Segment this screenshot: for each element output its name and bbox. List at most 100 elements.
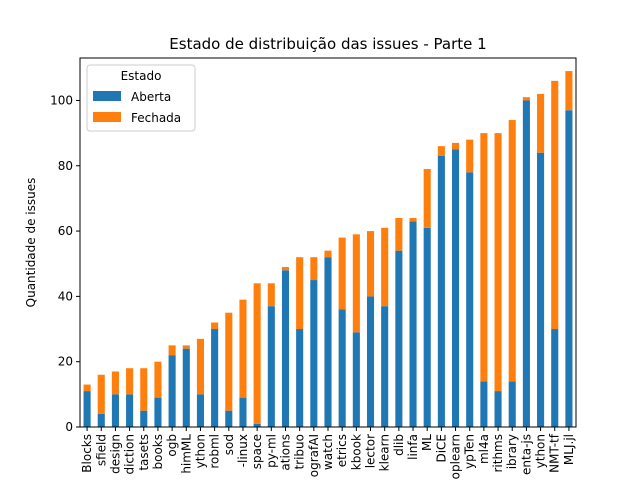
bar-fechada-6 bbox=[168, 345, 176, 356]
y-axis: 0 20 40 60 80 100 bbox=[50, 93, 80, 434]
bar-fechada-11 bbox=[239, 299, 247, 398]
bar-fechada-15 bbox=[296, 257, 304, 330]
plot-frame bbox=[79, 57, 577, 428]
x-tick-label: MLJ.jl bbox=[562, 434, 576, 465]
bar-aberta-29 bbox=[494, 391, 502, 427]
x-tick-label: tribuo bbox=[293, 434, 307, 470]
bar-aberta-6 bbox=[168, 355, 176, 427]
bar-aberta-34 bbox=[565, 110, 573, 427]
x-tick-label: watch bbox=[321, 434, 335, 470]
bar-fechada-14 bbox=[281, 266, 290, 271]
y-tick-label: 60 bbox=[58, 224, 73, 238]
bar-aberta-32 bbox=[537, 152, 545, 428]
bar-aberta-20 bbox=[366, 296, 375, 427]
x-tick-label: books bbox=[151, 434, 165, 470]
bar-fechada-29 bbox=[494, 133, 502, 392]
bar-fechada-17 bbox=[324, 250, 332, 258]
bar-aberta-27 bbox=[466, 172, 474, 427]
y-tick-label: 0 bbox=[65, 420, 73, 434]
x-tick-label: py-ml bbox=[264, 434, 278, 468]
x-tick-label: ython bbox=[193, 434, 207, 468]
x-tick-label: design bbox=[108, 434, 122, 474]
bar-aberta-31 bbox=[522, 100, 530, 427]
x-tick-label: oplearn bbox=[449, 434, 463, 479]
x-tick-label: klearn bbox=[378, 434, 392, 471]
bar-fechada-32 bbox=[537, 93, 545, 153]
bar-aberta-19 bbox=[352, 332, 360, 427]
bar-fechada-22 bbox=[395, 218, 403, 251]
bar-aberta-25 bbox=[437, 155, 445, 427]
x-tick-label: himML bbox=[179, 434, 193, 474]
bar-fechada-4 bbox=[140, 368, 148, 411]
bar-aberta-28 bbox=[480, 381, 488, 427]
bar-fechada-16 bbox=[310, 257, 318, 281]
x-tick-label: kbook bbox=[349, 434, 363, 470]
bar-fechada-27 bbox=[466, 139, 474, 173]
bar-fechada-23 bbox=[409, 218, 417, 222]
x-tick-label: enta-js bbox=[519, 434, 533, 475]
bar-fechada-33 bbox=[551, 80, 559, 330]
bar-fechada-34 bbox=[565, 71, 573, 111]
bar-aberta-30 bbox=[508, 381, 516, 427]
y-axis-label: Quantidade de issues bbox=[24, 178, 38, 308]
bar-fechada-2 bbox=[111, 371, 119, 395]
bar-fechada-20 bbox=[366, 231, 375, 297]
x-axis: Blocks sfield design diction tasets books ogb h… bbox=[80, 427, 576, 479]
bar-fechada-7 bbox=[182, 345, 190, 349]
x-tick-label: Blocks bbox=[80, 434, 94, 473]
x-tick-label: rithms bbox=[491, 434, 505, 473]
bar-aberta-21 bbox=[381, 306, 389, 427]
x-tick-label: tasets bbox=[137, 434, 151, 471]
bar-aberta-7 bbox=[182, 348, 190, 427]
bar-fechada-1 bbox=[97, 374, 105, 414]
bar-aberta-17 bbox=[324, 257, 332, 427]
x-tick-label: ypTen bbox=[463, 434, 477, 469]
bar-aberta-26 bbox=[452, 149, 460, 427]
y-tick-label: 40 bbox=[58, 289, 73, 303]
bar-aberta-18 bbox=[338, 309, 346, 427]
bar-aberta-2 bbox=[111, 394, 119, 427]
y-tick-label: 80 bbox=[58, 159, 73, 173]
bar-aberta-9 bbox=[211, 329, 219, 427]
bar-aberta-8 bbox=[196, 394, 204, 427]
bar-aberta-22 bbox=[395, 250, 403, 427]
bar-fechada-28 bbox=[480, 133, 488, 382]
legend-label-fechada: Fechada bbox=[131, 111, 181, 125]
bar-fechada-18 bbox=[338, 237, 346, 310]
legend-swatch-fechada bbox=[93, 112, 121, 122]
x-tick-label: ML bbox=[420, 434, 434, 451]
bar-aberta-4 bbox=[140, 410, 148, 427]
y-tick-label: 100 bbox=[50, 93, 73, 107]
legend: Estado Aberta Fechada bbox=[86, 64, 196, 132]
bar-aberta-15 bbox=[296, 329, 304, 427]
bar-fechada-8 bbox=[196, 338, 204, 395]
x-tick-label: ml4a bbox=[477, 434, 491, 464]
bar-fechada-25 bbox=[437, 146, 445, 156]
bar-fechada-5 bbox=[154, 361, 162, 398]
legend-swatch-aberta bbox=[93, 91, 121, 101]
x-tick-label: ibrary bbox=[505, 434, 519, 469]
bar-aberta-24 bbox=[423, 227, 431, 427]
bar-aberta-3 bbox=[126, 394, 134, 427]
x-tick-label: etrics bbox=[335, 434, 349, 467]
x-tick-label: dlib bbox=[392, 434, 406, 456]
bar-fechada-24 bbox=[423, 169, 431, 228]
bar-aberta-23 bbox=[409, 221, 417, 427]
x-tick-label: lector bbox=[364, 434, 378, 468]
bar-aberta-1 bbox=[97, 413, 105, 427]
bar-aberta-10 bbox=[225, 410, 233, 427]
bar-aberta-0 bbox=[83, 391, 91, 427]
bar-aberta-11 bbox=[239, 397, 247, 427]
bar-fechada-9 bbox=[211, 322, 219, 330]
x-tick-label: linfa bbox=[406, 434, 420, 460]
bar-aberta-33 bbox=[551, 329, 559, 427]
y-tick-label: 20 bbox=[58, 355, 73, 369]
bar-fechada-26 bbox=[452, 142, 460, 150]
x-tick-label: ython bbox=[534, 434, 548, 468]
x-tick-label: space bbox=[250, 434, 264, 469]
chart-title: Estado de distribuição das issues - Part… bbox=[169, 35, 486, 53]
x-tick-label: NMT-tf bbox=[548, 433, 562, 473]
bar-fechada-12 bbox=[253, 283, 261, 424]
bar-fechada-31 bbox=[522, 97, 530, 101]
